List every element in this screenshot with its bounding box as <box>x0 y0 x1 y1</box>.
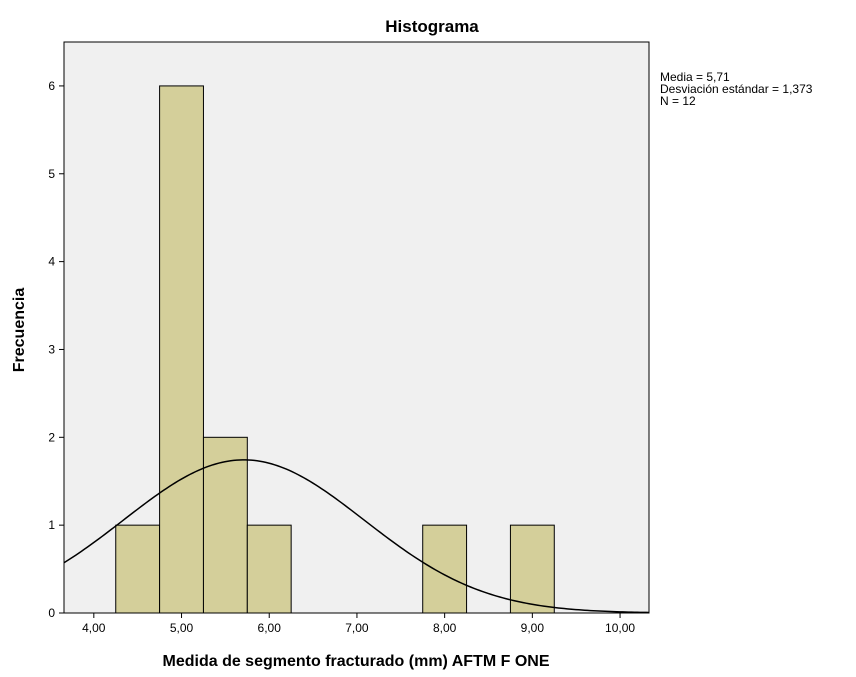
x-tick-label-6: 10,00 <box>605 621 635 635</box>
histogram-bar-0 <box>115 524 161 614</box>
y-tick-label-0: 0 <box>48 606 55 620</box>
y-tick-label-6: 6 <box>48 79 55 93</box>
y-axis-label: Frecuencia <box>11 288 28 373</box>
histogram-bar-2 <box>202 436 248 614</box>
y-tick-label-1: 1 <box>48 518 55 532</box>
y-tick-label-2: 2 <box>48 430 55 444</box>
x-axis-label: Medida de segmento fracturado (mm) AFTM … <box>163 653 550 670</box>
normal-curve <box>63 459 650 614</box>
y-tick-label-4: 4 <box>48 255 55 269</box>
chart-title: Histograma <box>385 17 479 36</box>
x-tick-label-2: 6,00 <box>258 621 282 635</box>
histogram-bar-5 <box>509 524 555 614</box>
histogram-bar-1 <box>159 85 204 614</box>
histogram-bar-3 <box>246 524 292 614</box>
stats-box: Media = 5,71 Desviación estándar = 1,373… <box>660 71 812 107</box>
stats-mean: Media = 5,71 <box>660 70 730 84</box>
x-tick-label-3: 7,00 <box>345 621 369 635</box>
x-tick-label-1: 5,00 <box>170 621 194 635</box>
x-tick-label-4: 8,00 <box>433 621 457 635</box>
x-tick-label-0: 4,00 <box>82 621 106 635</box>
y-tick-label-5: 5 <box>48 167 55 181</box>
y-tick-label-3: 3 <box>48 342 55 356</box>
x-tick-label-5: 9,00 <box>521 621 545 635</box>
stats-n: N = 12 <box>660 94 696 108</box>
histogram-bar-4 <box>422 524 468 614</box>
stats-sd: Desviación estándar = 1,373 <box>660 82 813 96</box>
